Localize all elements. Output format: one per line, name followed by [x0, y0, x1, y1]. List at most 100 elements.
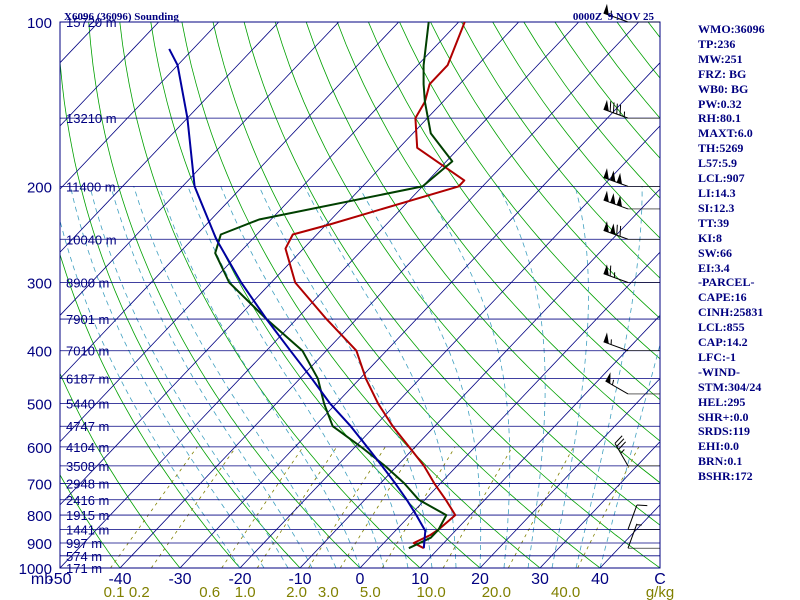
wind-barb [603, 264, 660, 283]
height-label: 4104 m [66, 440, 109, 455]
height-label: 11400 m [66, 179, 116, 194]
index-entry: MW:251 [698, 51, 743, 66]
isotherm-line [479, 377, 660, 568]
wind-barb [603, 3, 660, 23]
height-label: 2416 m [66, 493, 109, 508]
isotherm-line [60, 22, 459, 443]
temperature-tick-label: 40 [591, 571, 609, 588]
isotherm-line [60, 22, 579, 568]
isotherm-line [419, 314, 660, 568]
mixing-ratio-line [339, 446, 416, 568]
height-label: 10040 m [66, 232, 117, 247]
isotherm-line [359, 251, 660, 568]
index-entry: CAPE:16 [698, 290, 747, 305]
isotherm-line [60, 22, 339, 316]
dewpoint-profile [214, 22, 454, 550]
index-entry: LCL:907 [698, 171, 745, 186]
temperature-profile [284, 22, 466, 550]
index-entry: EHI:0.0 [698, 439, 740, 454]
index-entry: L57:5.9 [698, 156, 737, 171]
height-label: 15720 m [66, 15, 117, 30]
wind-barb [614, 435, 660, 467]
temperature-tick-label: 30 [531, 571, 549, 588]
wind-barb [627, 504, 660, 530]
wind-barbs [603, 3, 660, 549]
sounding-indices-panel: WMO:36096 TP:236 MW:251 FRZ: BG WB0: BG PW:0.… [698, 22, 800, 484]
mixing-ratio-label: 0.1 [104, 584, 125, 600]
index-entry: BRN:0.1 [698, 454, 743, 469]
index-entry: STM:304/24 [698, 379, 762, 394]
mixing-ratio-label: 1.0 [235, 584, 256, 600]
mixing-ratio-line [577, 446, 640, 568]
mixing-ratio-line [308, 446, 386, 568]
pressure-label: 500 [27, 397, 52, 414]
station-title: X6096 (36096) Sounding [64, 11, 179, 23]
wind-barb [603, 190, 660, 210]
mixing-ratio-label: g/kg [646, 584, 674, 600]
index-entry: SI:12.3 [698, 200, 735, 215]
index-entry: LI:14.3 [698, 185, 736, 200]
wind-barb [603, 168, 660, 187]
index-entry: HEL:295 [698, 394, 746, 409]
moist-adiabat-line [110, 186, 313, 568]
index-entry: BSHR:172 [698, 469, 753, 484]
isotherms [60, 22, 660, 568]
mixing-ratio-label: 2.0 [286, 584, 307, 600]
isotherm-line [60, 22, 159, 127]
moist-adiabat-line [498, 186, 546, 568]
index-entry: EI:3.4 [698, 260, 730, 275]
wind-barb [603, 220, 660, 240]
index-entry: -PARCEL- [698, 275, 755, 290]
temperature-tick-label: -30 [168, 571, 191, 588]
isotherm-line [299, 188, 660, 568]
temperature-tick-label: C [654, 571, 666, 588]
sounding-profiles [168, 22, 466, 550]
pressure-label: 600 [27, 440, 52, 457]
temperature-tick-label: -20 [228, 571, 251, 588]
index-entry: TP:236 [698, 36, 736, 51]
mixing-ratio-label: 0.2 [129, 584, 150, 600]
height-label: 1441 m [66, 522, 109, 537]
isotherm-line [60, 22, 279, 253]
temperature-tick-label: -10 [288, 571, 311, 588]
height-label: 2948 m [66, 476, 109, 491]
pressure-label: 900 [27, 536, 52, 553]
isotherm-line [60, 22, 399, 380]
isotherm-line [60, 22, 519, 506]
sounding-time: 0000Z 9 NOV 25 [573, 11, 655, 23]
index-entry: LFC:-1 [698, 349, 736, 364]
mixing-ratio-line [381, 446, 456, 568]
height-label: 3508 m [66, 459, 109, 474]
wind-barb [603, 99, 660, 119]
pressure-label: 700 [27, 476, 52, 493]
index-entry: PW:0.32 [698, 96, 742, 111]
mixing-ratio-label: 0.6 [199, 584, 220, 600]
temperature-tick-label: -40 [108, 571, 131, 588]
wind-barb [605, 372, 660, 395]
temperature-tick-label: 0 [356, 571, 365, 588]
height-label: 6187 m [66, 372, 109, 387]
index-entry: SW:66 [698, 245, 733, 260]
index-entry: WB0: BG [698, 81, 749, 96]
height-label: 997 m [66, 536, 102, 551]
index-entry: TT:39 [698, 215, 730, 230]
isotherm-line [239, 125, 660, 568]
pressure-label: 300 [27, 276, 52, 293]
mixing-ratio-label: 20.0 [482, 584, 511, 600]
temperature-tick-label: 20 [471, 571, 489, 588]
index-entry: KI:8 [698, 230, 722, 245]
height-label: 13210 m [66, 111, 117, 126]
index-entry: SRDS:119 [698, 424, 751, 439]
height-label: 4747 m [66, 419, 109, 434]
isotherm-line [60, 22, 219, 190]
height-label: 574 m [66, 549, 102, 564]
index-entry: CINH:25831 [698, 305, 764, 320]
moist-adiabat-line [551, 186, 589, 568]
moist-adiabat-line [133, 186, 337, 568]
index-entry: WMO:36096 [698, 22, 765, 36]
pressure-label: 400 [27, 344, 52, 361]
height-label: 171 m [66, 561, 102, 576]
temperature-tick-label: 10 [411, 571, 429, 588]
